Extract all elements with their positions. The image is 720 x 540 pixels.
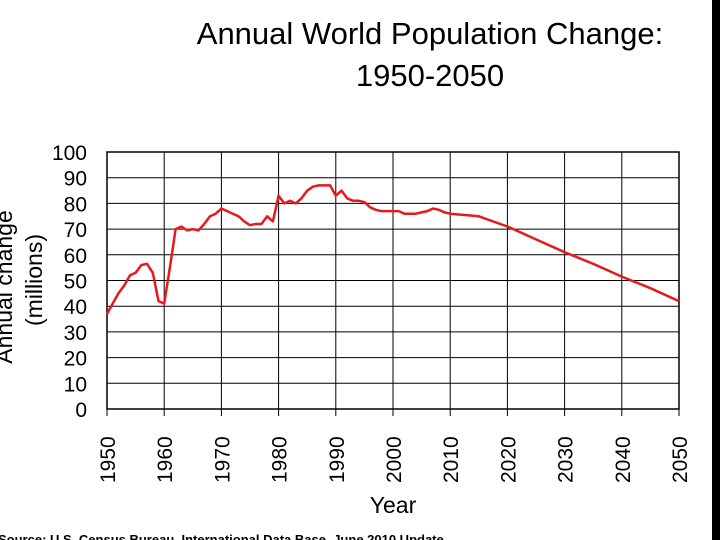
y-tick-label: 50 (64, 271, 87, 294)
x-tick-label: 2010 (440, 436, 463, 483)
chart-title: Annual World Population Change: (197, 16, 663, 51)
y-tick-label: 70 (64, 219, 87, 242)
x-tick-label: 2020 (497, 436, 520, 483)
chart-subtitle: 1950-2050 (356, 58, 504, 93)
x-tick-label: 1990 (326, 436, 349, 483)
x-tick-label: 1980 (269, 436, 292, 483)
x-tick-label: 2040 (612, 436, 635, 483)
y-axis-title-line2: (millions) (21, 234, 47, 326)
x-tick-label: 1950 (97, 436, 120, 483)
y-tick-label: 100 (52, 142, 87, 165)
y-tick-label: 80 (64, 193, 87, 216)
y-tick-label: 40 (64, 296, 87, 319)
x-axis-ticks: 1950 1960 1970 1980 1990 2000 2010 2020 2030 2040… (97, 409, 692, 483)
y-tick-label: 10 (64, 373, 87, 396)
y-tick-label: 0 (75, 399, 87, 422)
x-tick-label: 2030 (555, 436, 578, 483)
x-axis-title: Year (370, 492, 417, 518)
source-note: Source: U.S. Census Bureau, Internationa… (0, 532, 447, 540)
x-tick-label: 1970 (211, 436, 234, 483)
y-tick-label: 90 (64, 168, 87, 191)
x-tick-label: 2000 (383, 436, 406, 483)
series-line-annual-change (105, 184, 680, 315)
y-axis-title-line1: Annual change (0, 210, 17, 363)
window-edge-bar (712, 0, 720, 540)
grid (106, 151, 680, 410)
x-tick-label: 1960 (154, 436, 177, 483)
y-tick-label: 30 (64, 322, 87, 345)
y-tick-label: 60 (64, 245, 87, 268)
y-tick-label: 20 (64, 348, 87, 371)
x-tick-label: 2050 (669, 436, 692, 483)
